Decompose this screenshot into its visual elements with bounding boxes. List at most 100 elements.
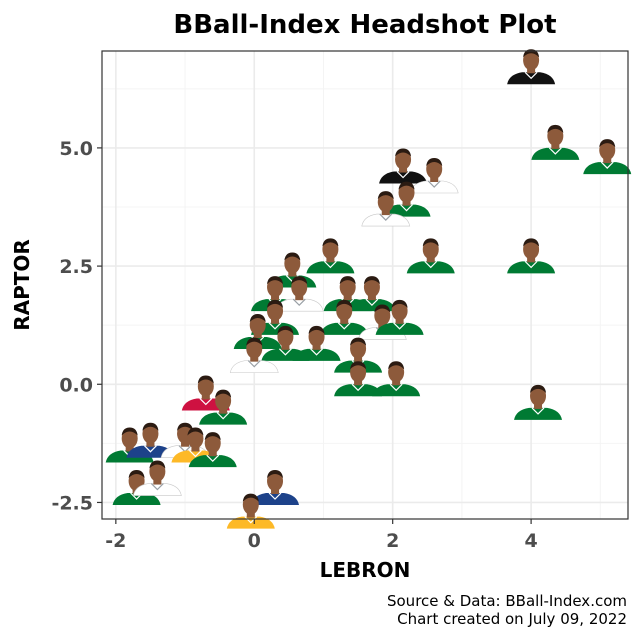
head-shape — [599, 140, 616, 161]
head-shape — [391, 300, 408, 321]
hair-shape — [267, 470, 284, 478]
hair-shape — [388, 361, 405, 370]
x-tick-label: -2 — [105, 530, 126, 552]
jersey-collar — [379, 213, 393, 221]
hair-shape — [350, 337, 367, 346]
hair-shape — [363, 276, 380, 285]
hair-shape — [547, 124, 564, 133]
y-tick-label: -2.5 — [51, 492, 93, 514]
player-headshot-point — [320, 299, 369, 335]
jersey-collar — [323, 260, 337, 269]
player-headshot-point — [292, 325, 341, 361]
head-shape — [530, 385, 547, 406]
player-headshot-point — [188, 432, 237, 468]
head-shape — [374, 305, 391, 326]
x-tick-label: 0 — [248, 530, 261, 552]
player-headshot-point — [406, 238, 455, 274]
head-shape — [121, 428, 138, 449]
head-shape — [336, 300, 353, 321]
player-headshot-point — [334, 361, 383, 397]
player-headshot-point — [372, 361, 421, 397]
jersey-collar — [292, 298, 306, 307]
head-shape — [242, 494, 259, 515]
player-headshot-point — [583, 139, 632, 175]
y-tick-label: 5.0 — [59, 138, 93, 160]
head-shape — [363, 277, 380, 298]
hair-shape — [149, 460, 166, 469]
player-headshot-point — [382, 181, 431, 217]
player-headshot-point — [361, 191, 411, 227]
hair-shape — [267, 299, 284, 308]
hair-shape — [395, 148, 412, 157]
head-shape — [267, 300, 284, 321]
hair-shape — [249, 314, 266, 322]
player-headshot-point — [375, 299, 424, 335]
player-headshot-point — [229, 337, 279, 373]
hair-shape — [350, 361, 367, 370]
jersey-collar — [424, 260, 438, 269]
hair-shape — [215, 389, 232, 398]
head-shape — [291, 277, 308, 298]
head-shape — [277, 326, 294, 347]
hair-shape — [523, 238, 540, 247]
player-headshot-point — [133, 460, 182, 496]
head-shape — [215, 390, 232, 411]
hair-shape — [391, 299, 408, 308]
hair-shape — [291, 276, 308, 285]
hair-shape — [197, 375, 214, 384]
player-headshot-point — [379, 148, 428, 184]
head-shape — [308, 326, 325, 347]
head-shape — [142, 423, 159, 444]
player-headshot-point — [507, 238, 556, 274]
jersey-collar — [427, 180, 441, 188]
head-shape — [267, 471, 284, 491]
hair-shape — [530, 384, 547, 393]
x-axis: -2 0 2 4 — [105, 519, 538, 552]
jersey-collar — [548, 147, 562, 155]
jersey-collar — [199, 398, 213, 406]
head-shape — [395, 149, 412, 170]
hair-shape — [128, 470, 145, 478]
jersey-collar — [524, 260, 538, 269]
head-shape — [197, 376, 214, 397]
head-shape — [523, 239, 540, 260]
x-tick-label: 2 — [386, 530, 399, 552]
jersey-collar — [531, 407, 545, 415]
hair-shape — [422, 238, 439, 247]
y-tick-label: 2.5 — [59, 256, 93, 278]
player-headshot-point — [409, 158, 459, 194]
head-shape — [284, 253, 301, 274]
jersey-collar — [206, 454, 220, 463]
head-shape — [350, 362, 367, 383]
head-shape — [377, 192, 394, 213]
hair-shape — [242, 493, 259, 502]
jersey-collar — [389, 383, 403, 392]
jersey-collar — [351, 383, 365, 392]
player-headshot-point — [507, 49, 556, 85]
player-headshot-point — [251, 470, 300, 505]
jersey-collar — [278, 348, 292, 356]
y-tick-label: 0.0 — [59, 374, 93, 396]
plot-panel-border — [101, 50, 629, 520]
player-headshot-point — [226, 493, 275, 529]
hair-shape — [398, 181, 415, 190]
hair-shape — [142, 422, 159, 431]
hair-shape — [308, 325, 325, 334]
head-shape — [339, 277, 356, 298]
jersey-collar — [310, 348, 323, 356]
head-shape — [350, 338, 367, 359]
head-shape — [547, 125, 564, 146]
head-shape — [426, 159, 443, 179]
head-shape — [249, 315, 266, 335]
player-headshot-point — [514, 384, 563, 420]
head-shape — [267, 277, 284, 298]
source-caption: Source & Data: BBall-Index.com — [387, 592, 627, 610]
y-axis-title: RAPTOR — [10, 239, 34, 331]
jersey-collar — [268, 322, 282, 330]
jersey-collar — [365, 298, 379, 307]
hair-shape — [187, 427, 204, 436]
player-headshot-point — [531, 124, 580, 160]
jersey-collar — [600, 161, 614, 169]
head-shape — [322, 239, 339, 260]
head-shape — [398, 182, 415, 203]
